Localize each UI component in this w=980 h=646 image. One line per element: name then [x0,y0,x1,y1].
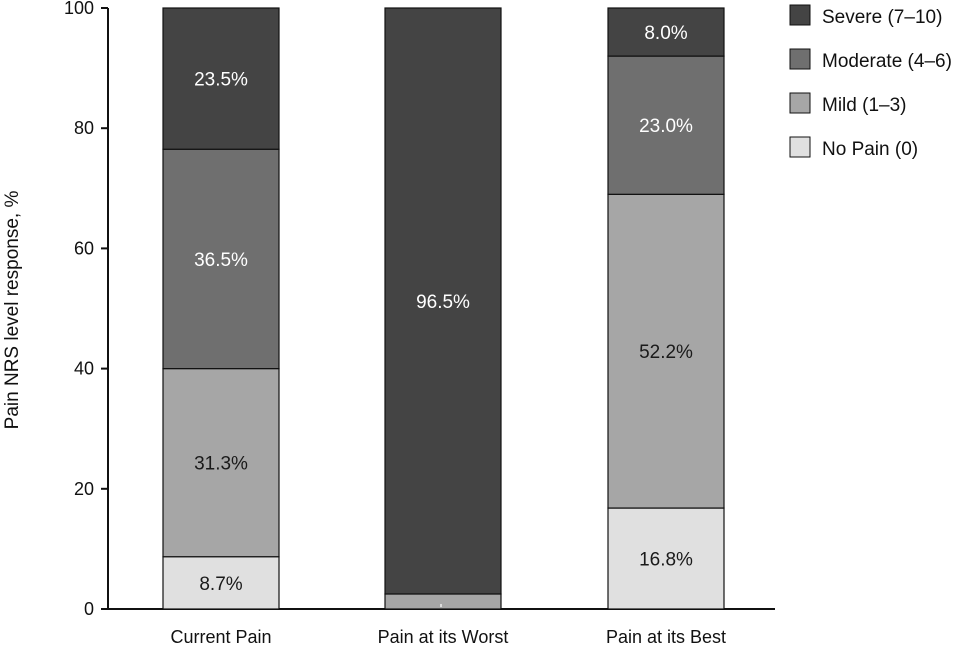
bar-segment [384,593,502,610]
y-tick-label: 100 [64,0,94,18]
data-label: 31.3% [194,454,248,475]
bar-segment [607,7,725,57]
data-label: 96.5% [416,292,470,313]
legend-label: Mild (1–3) [822,95,906,116]
legend-swatch [789,4,811,26]
x-tick-label: Pain at its Worst [378,627,509,646]
legend-label: No Pain (0) [822,139,918,160]
legend-label: Moderate (4–6) [822,51,952,72]
legend-swatch [789,136,811,158]
data-label: 23.0% [639,116,693,137]
data-label: 36.5% [194,250,248,271]
y-axis-label: Pain NRS level response, % [2,191,23,430]
bar-segment [162,7,280,150]
y-tick-label: 60 [74,238,94,258]
data-label: 16.8% [639,550,693,571]
legend-swatch [789,92,811,114]
x-tick-label: Pain at its Best [606,627,726,646]
data-label: 8.7% [199,574,242,595]
y-tick-label: 40 [74,359,94,379]
bar-segment [607,55,725,195]
x-tick-label: Current Pain [170,627,271,646]
data-label: 23.5% [194,70,248,91]
y-tick-label: 80 [74,118,94,138]
y-tick-label: 20 [74,479,94,499]
legend: Severe (7–10) Moderate (4–6) Mild (1–3) No … [789,4,952,160]
y-tick-label: 0 [84,599,94,619]
x-tick-labels: Current Pain Pain at its Worst Pain at its… [170,627,726,646]
bar-segment [162,148,280,370]
legend-label: Severe (7–10) [822,7,942,28]
bars: 8.7%31.3%36.5%23.5%3.5%96.5%16.8%52.2%23… [162,7,725,610]
legend-swatch [789,48,811,70]
bar-segment [162,556,280,610]
data-label: 8.0% [644,23,687,44]
bar-segment [162,368,280,558]
data-label: 52.2% [639,342,693,363]
bar-segment [384,7,502,595]
bar-segment [607,193,725,509]
